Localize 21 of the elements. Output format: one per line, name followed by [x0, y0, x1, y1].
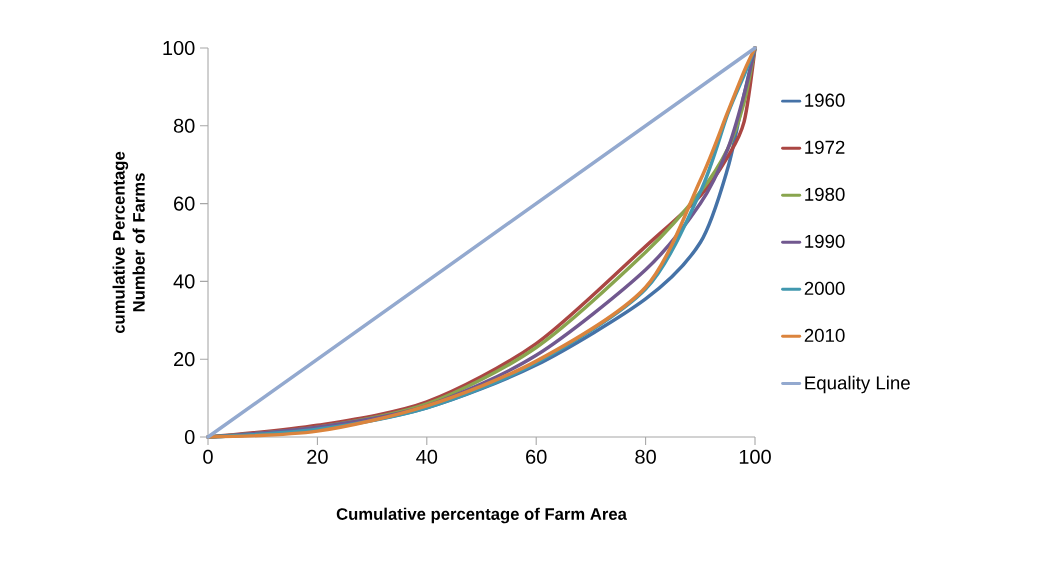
x-tick-label: 60 [526, 449, 547, 464]
legend-label: 1972 [805, 140, 845, 154]
legend-label: Equality Line [805, 375, 910, 394]
x-tick-label: 40 [416, 449, 438, 464]
x-tick-label: 20 [307, 449, 328, 464]
y-tick-label: 100 [163, 40, 195, 56]
legend-label: 1980 [805, 187, 845, 201]
x-tick-label: 0 [203, 449, 213, 464]
x-tick-label: 80 [635, 449, 656, 464]
x-axis-title: Cumulative percentage of Farm Area [336, 507, 627, 524]
legend-label: 1960 [805, 93, 845, 107]
legend-label: 2010 [804, 328, 845, 343]
y-tick-label: 80 [173, 118, 195, 133]
legend-label: 1990 [805, 234, 845, 248]
y-tick-label: 0 [184, 429, 195, 445]
y-tick-label: 60 [174, 196, 195, 211]
y-axis-title: cumulative Percentage Number of Farms [112, 151, 145, 334]
legend-label: 2000 [804, 281, 845, 295]
x-tick-label: 100 [739, 449, 771, 464]
y-tick-label: 40 [173, 274, 195, 289]
y-tick-label: 20 [174, 352, 195, 367]
